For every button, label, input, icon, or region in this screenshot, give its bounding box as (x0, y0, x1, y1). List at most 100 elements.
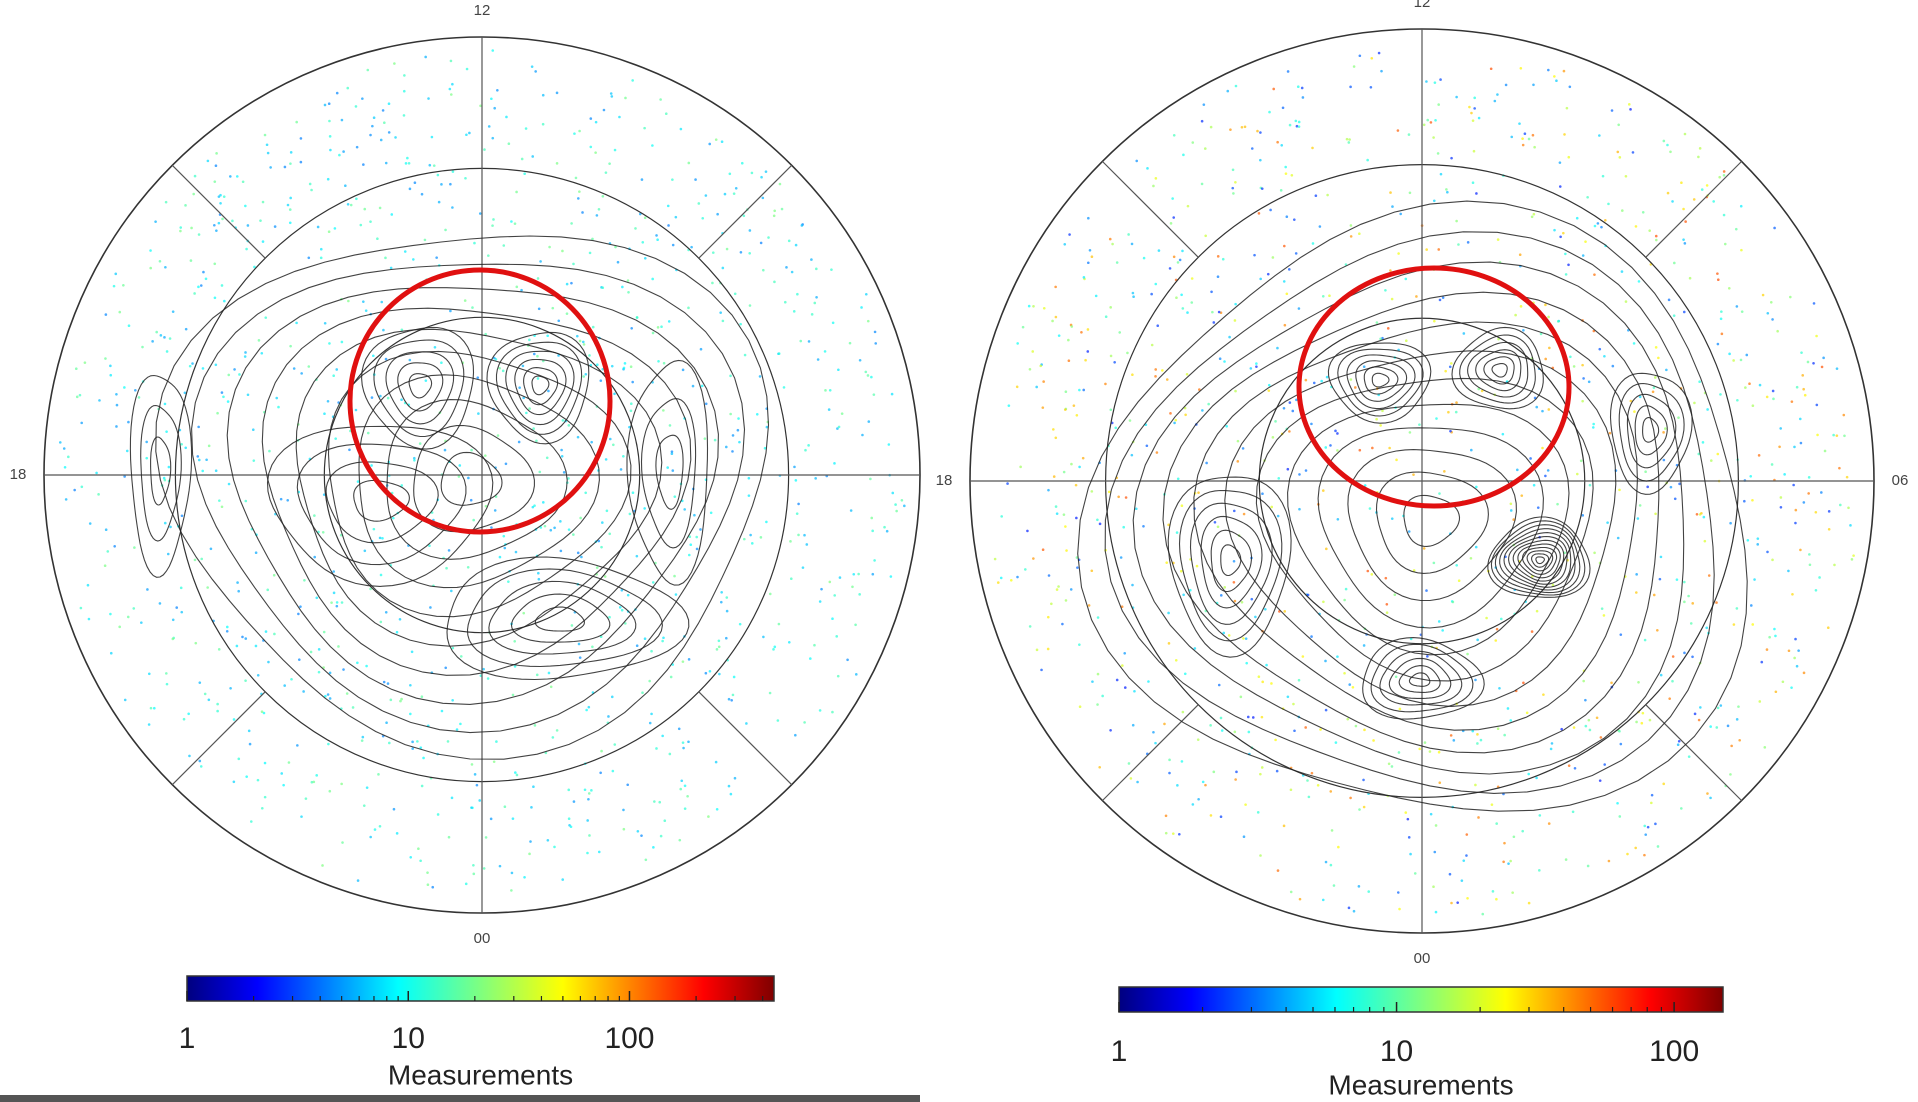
colorbar-tick-label: 1 (1111, 1035, 1128, 1068)
sample-dot (1067, 339, 1070, 342)
sample-dot (1684, 242, 1687, 245)
sample-dot (1174, 419, 1177, 422)
sample-dot (715, 761, 718, 764)
sample-dot (1601, 607, 1604, 610)
sample-dot (1637, 517, 1640, 520)
sample-dot (218, 648, 221, 651)
sample-dot (324, 322, 327, 325)
sample-dot (1234, 600, 1237, 603)
sample-dot (262, 240, 265, 243)
sample-dot (1751, 623, 1754, 626)
sample-dot (997, 581, 1000, 584)
sample-dot (280, 772, 283, 775)
colorbar-label: Measurements (388, 1059, 573, 1090)
sample-dot (1108, 491, 1111, 494)
sample-dot (371, 396, 374, 399)
sample-dot (590, 789, 593, 792)
sample-dot (450, 93, 453, 96)
sample-dot (1366, 570, 1369, 573)
sample-dot (644, 217, 647, 220)
sample-dot (1712, 200, 1715, 203)
contour (1643, 418, 1659, 443)
sample-dot (510, 220, 513, 223)
sample-dot (1720, 310, 1723, 313)
sample-dot (1104, 383, 1107, 386)
sample-dot (809, 657, 812, 660)
sample-dot (1771, 559, 1774, 562)
contour (1201, 516, 1262, 608)
sample-dot (1196, 565, 1199, 568)
sample-dot (1393, 593, 1396, 596)
sample-dot (678, 727, 681, 730)
sample-dot (1180, 570, 1183, 573)
sample-dot (318, 671, 321, 674)
sample-dot (359, 224, 362, 227)
sample-dot (84, 361, 87, 364)
sample-dot (1432, 885, 1435, 888)
sample-dot (1774, 635, 1777, 638)
sample-dot (307, 257, 310, 260)
sample-dot (1758, 700, 1761, 703)
sample-dot (712, 251, 715, 254)
sample-dot (838, 426, 841, 429)
sample-dot (1533, 484, 1536, 487)
sample-dot (1544, 475, 1547, 478)
sample-dot (390, 267, 393, 270)
sample-dot (1268, 389, 1271, 392)
sample-dot (187, 712, 190, 715)
sample-dot (1022, 326, 1025, 329)
sample-dot (1409, 431, 1412, 434)
sample-dot (1054, 286, 1057, 289)
sample-dot (1186, 373, 1189, 376)
sample-dot (200, 765, 203, 768)
sample-dot (1847, 507, 1850, 510)
sample-dot (379, 207, 382, 210)
sample-dot (1101, 695, 1104, 698)
sample-dot (1371, 447, 1374, 450)
sample-dot (994, 558, 997, 561)
sample-dot (794, 734, 797, 737)
sample-dot (607, 715, 610, 718)
sample-dot (484, 454, 487, 457)
sample-dot (1699, 706, 1702, 709)
sample-dot (75, 367, 78, 370)
sample-dot (222, 395, 225, 398)
sample-dot (1243, 513, 1246, 516)
sample-dot (502, 370, 505, 373)
sample-dot (1633, 342, 1636, 345)
sample-dot (618, 116, 621, 119)
sample-dot (323, 631, 326, 634)
sample-dot (491, 224, 494, 227)
sample-dot (644, 637, 647, 640)
sample-dot (1043, 307, 1046, 310)
sample-dot (1528, 138, 1531, 141)
sample-dot (739, 323, 742, 326)
sample-dot (1322, 489, 1325, 492)
sample-dot (1715, 726, 1718, 729)
sample-dot (641, 178, 644, 181)
sample-dot (1758, 454, 1761, 457)
sample-dot (1477, 816, 1480, 819)
sample-dot (1791, 400, 1794, 403)
sample-dot (1347, 141, 1350, 144)
sample-dot (1541, 447, 1544, 450)
sample-dot (1197, 491, 1200, 494)
sample-dot (675, 216, 678, 219)
sample-dot (128, 324, 131, 327)
sample-dot (1170, 222, 1173, 225)
sample-dot (724, 193, 727, 196)
sample-dot (488, 125, 491, 128)
sample-dot (1609, 432, 1612, 435)
sample-dot (626, 783, 629, 786)
sample-dot (1187, 205, 1190, 208)
sample-dot (1766, 396, 1769, 399)
sample-dot (1593, 551, 1596, 554)
sample-dot (1706, 792, 1709, 795)
sample-dot (903, 505, 906, 508)
sample-dot (865, 293, 868, 296)
sample-dot (1668, 697, 1671, 700)
sample-dot (502, 244, 505, 247)
contour (1225, 351, 1616, 707)
sample-dot (740, 251, 743, 254)
sample-dot (1520, 67, 1523, 70)
